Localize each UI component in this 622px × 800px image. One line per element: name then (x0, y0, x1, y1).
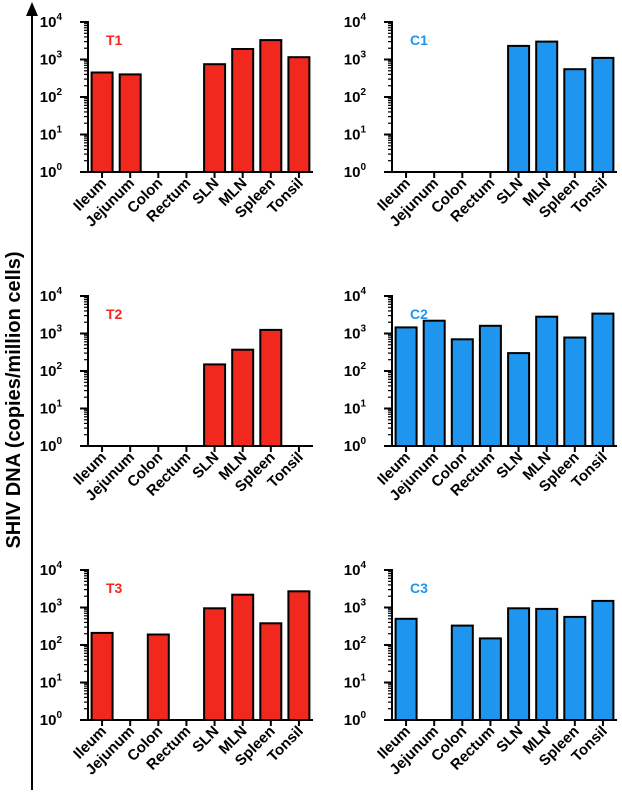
y-tick-label: 103 (344, 50, 367, 69)
y-tick-label: 100 (344, 162, 367, 181)
x-tick-label-sln: SLN (189, 175, 222, 208)
bar-spleen (563, 615, 587, 722)
y-axis-label: SHIV DNA (copies/million cells) (3, 251, 25, 548)
bar-spleen (563, 68, 587, 173)
y-tick-label: 103 (40, 324, 63, 343)
x-tick-label-sln: SLN (493, 723, 526, 756)
y-tick-label: 102 (344, 635, 367, 654)
y-tick-label: 102 (40, 635, 63, 654)
bar-mln (535, 315, 559, 448)
x-tick-label-sln: SLN (493, 175, 526, 208)
bar-spleen (259, 328, 283, 447)
panel-title: T2 (106, 306, 123, 322)
y-tick-label: 102 (40, 87, 63, 106)
bar-sln (203, 607, 227, 721)
y-tick-label: 101 (40, 399, 63, 418)
y-tick-label: 104 (344, 560, 367, 579)
y-tick-label: 104 (344, 286, 367, 305)
bar-sln (507, 352, 531, 448)
chart-panel-c1: 100101102103104IleumJejunumColonRectumSL… (344, 12, 617, 230)
chart-panels: 100101102103104IleumJejunumColonRectumSL… (40, 12, 617, 778)
shared-y-arrow-head (26, 2, 38, 16)
y-tick-label: 103 (40, 598, 63, 617)
bar-ileum (394, 326, 418, 447)
y-tick-label: 104 (40, 12, 63, 31)
panel-title: C2 (410, 306, 428, 322)
panel-title: T3 (106, 580, 123, 596)
y-tick-label: 103 (40, 50, 63, 69)
bar-sln (203, 63, 227, 173)
bar-ileum (394, 617, 418, 721)
bar-mln (231, 48, 255, 173)
bar-colon (146, 633, 170, 721)
x-tick-label-sln: SLN (493, 449, 526, 482)
y-tick-label: 101 (344, 399, 367, 418)
bar-mln (535, 607, 559, 722)
y-tick-label: 100 (40, 162, 63, 181)
bar-rectum (478, 637, 502, 722)
bar-mln (535, 40, 559, 173)
y-tick-label: 104 (344, 12, 367, 31)
chart-panel-t3: 100101102103104IleumJejunumColonRectumSL… (40, 560, 313, 778)
bar-tonsil (287, 590, 311, 721)
y-tick-label: 100 (40, 710, 63, 729)
y-tick-label: 104 (40, 286, 63, 305)
bar-spleen (259, 39, 283, 173)
bar-jejunum (118, 73, 142, 173)
bar-rectum (478, 324, 502, 447)
bar-tonsil (287, 56, 311, 174)
y-tick-label: 100 (344, 710, 367, 729)
bar-ileum (90, 71, 114, 173)
bar-ileum (90, 631, 114, 722)
y-tick-label: 100 (344, 436, 367, 455)
bar-spleen (259, 622, 283, 721)
bar-tonsil (591, 312, 615, 447)
bar-tonsil (591, 56, 615, 173)
bar-sln (507, 607, 531, 721)
y-tick-label: 103 (344, 598, 367, 617)
y-tick-label: 100 (40, 436, 63, 455)
y-tick-label: 102 (40, 361, 63, 380)
panel-title: C1 (410, 32, 428, 48)
bar-colon (450, 338, 474, 447)
panel-title: C3 (410, 580, 428, 596)
bar-sln (203, 363, 227, 447)
y-tick-label: 101 (40, 673, 63, 692)
panel-title: T1 (106, 32, 123, 48)
x-tick-label-sln: SLN (189, 449, 222, 482)
bar-spleen (563, 336, 587, 447)
y-tick-label: 104 (40, 560, 63, 579)
y-tick-label: 101 (344, 125, 367, 144)
bar-colon (450, 624, 474, 721)
bar-sln (507, 44, 531, 173)
chart-panel-t1: 100101102103104IleumJejunumColonRectumSL… (40, 12, 313, 230)
bar-jejunum (422, 319, 446, 448)
y-tick-label: 102 (344, 361, 367, 380)
chart-panel-c3: 100101102103104IleumJejunumColonRectumSL… (344, 560, 617, 778)
bar-mln (231, 593, 255, 722)
chart-panel-c2: 100101102103104IleumJejunumColonRectumSL… (344, 286, 617, 504)
y-tick-label: 101 (344, 673, 367, 692)
chart-panel-t2: 100101102103104IleumJejunumColonRectumSL… (40, 286, 313, 504)
y-tick-label: 101 (40, 125, 63, 144)
bar-tonsil (591, 599, 615, 722)
y-tick-label: 102 (344, 87, 367, 106)
bar-mln (231, 348, 255, 448)
y-tick-label: 103 (344, 324, 367, 343)
x-tick-label-sln: SLN (189, 723, 222, 756)
